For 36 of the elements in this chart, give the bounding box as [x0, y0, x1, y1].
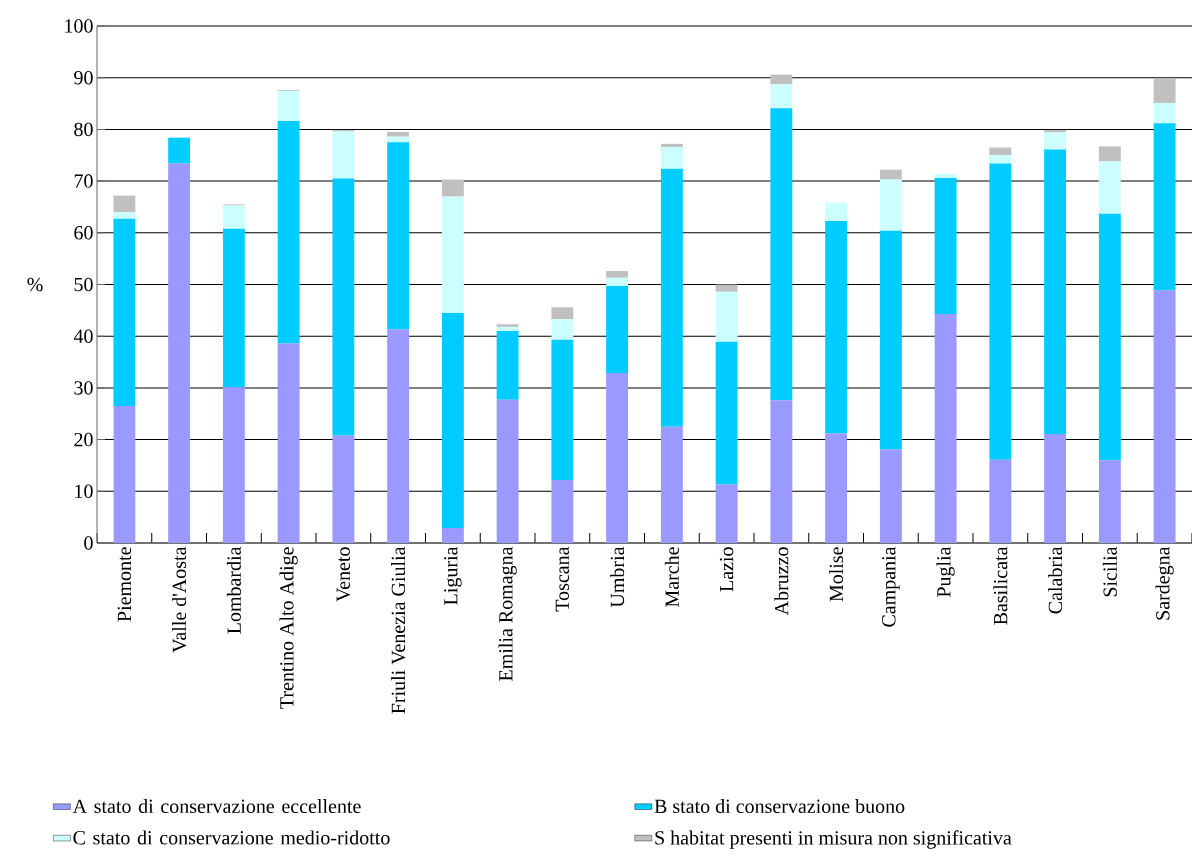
- legend-label: A stato di conservazione eccellente: [72, 798, 361, 814]
- x-tick-label: Liguria: [444, 546, 462, 605]
- legend-label: B stato di conservazione buono: [654, 798, 905, 814]
- y-tick-label: 30: [74, 381, 93, 395]
- x-tick-label: Piemonte: [117, 547, 132, 622]
- y-tick-label: 10: [75, 484, 93, 499]
- x-tick-label: Valle d'Aosta: [172, 546, 187, 653]
- x-tick-label: Friuli Venezia Giulia: [391, 546, 406, 714]
- y-tick-label: 70: [74, 174, 93, 188]
- x-tick-label: Puglia: [936, 546, 955, 598]
- x-tick-label: Campania: [882, 546, 900, 627]
- y-tick-label: 80: [74, 122, 93, 137]
- y-tick-label: 40: [73, 329, 93, 343]
- y-tick-label: 90: [74, 70, 93, 85]
- x-tick-label: Sardegna: [1155, 546, 1174, 620]
- legend-label: S habitat presenti in misura non significativa: [655, 830, 1012, 849]
- x-tick-label: Abruzzo: [774, 547, 789, 616]
- legend-label: C stato di conservazione medio-ridotto: [73, 830, 390, 845]
- y-tick-label: 50: [74, 277, 93, 292]
- x-tick-label: Trentino Alto Adige: [279, 547, 298, 709]
- x-tick-label: Molise: [829, 547, 844, 602]
- x-tick-label: Toscana: [555, 546, 570, 612]
- x-tick-label: Basilicata: [993, 546, 1008, 625]
- x-tick-label: Emilia Romagna: [498, 546, 517, 681]
- x-tick-label: Lombardia: [226, 546, 241, 634]
- y-tick-label: 20: [74, 432, 93, 447]
- y-tick-label: 100: [65, 19, 93, 33]
- x-tick-label: Lazio: [719, 547, 734, 592]
- y-axis-title: %: [27, 277, 43, 292]
- y-tick-label: 0: [84, 536, 93, 550]
- x-tick-label: Veneto: [336, 547, 351, 602]
- x-tick-label: Calabria: [1048, 546, 1063, 614]
- y-tick-label: 60: [74, 226, 93, 240]
- x-tick-label: Sicilia: [1102, 546, 1117, 597]
- x-tick-label: Umbria: [610, 546, 625, 608]
- x-tick-label: Marche: [664, 547, 679, 608]
